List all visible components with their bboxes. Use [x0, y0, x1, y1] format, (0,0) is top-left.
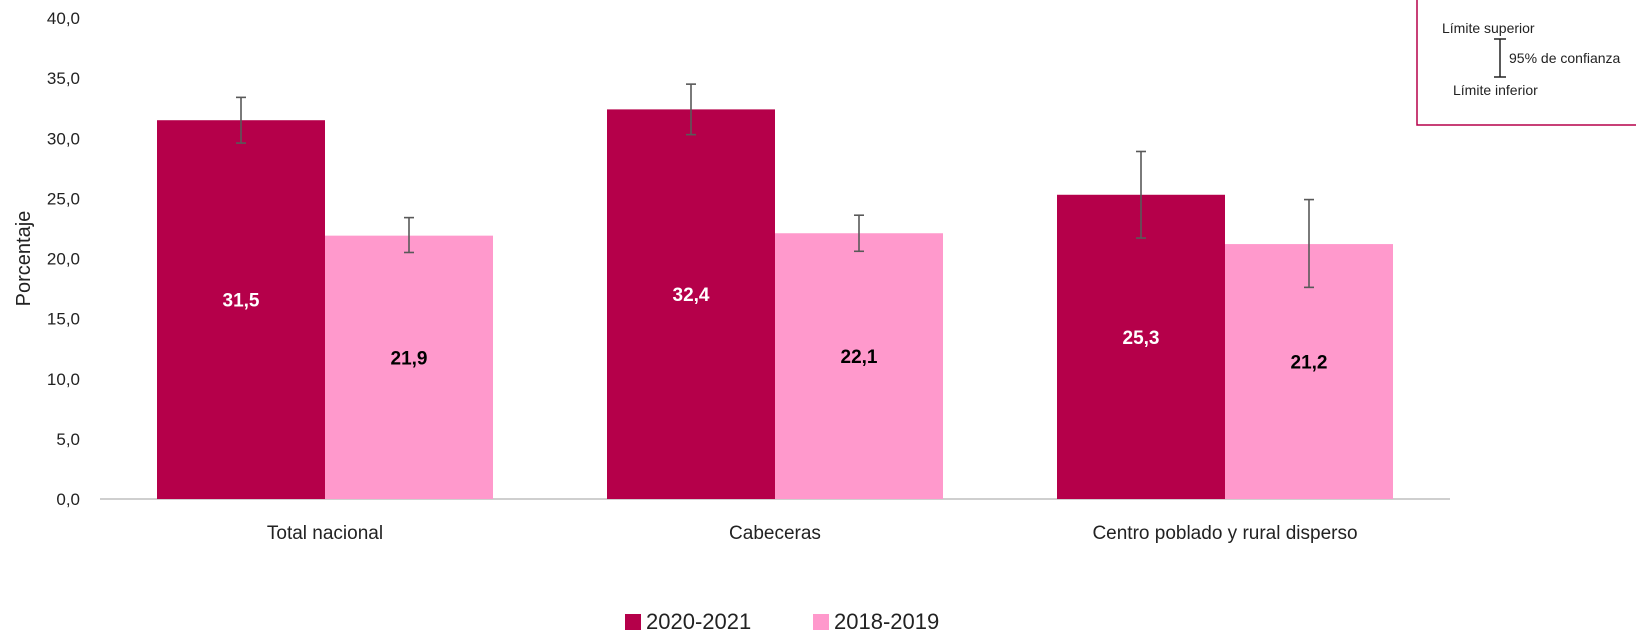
legend-swatch-2018-2019: [813, 614, 829, 630]
bar: [607, 109, 775, 499]
value-label: 21,2: [1291, 353, 1328, 374]
y-axis-title: Porcentaje: [13, 211, 35, 307]
ci-key-border: [1416, 0, 1636, 126]
ci-key-error-bar-icon: [1494, 38, 1506, 78]
error-bar: [236, 96, 246, 144]
value-label: 32,4: [673, 285, 710, 306]
value-label: 25,3: [1123, 328, 1160, 349]
bars: [157, 109, 1393, 500]
category-label: Total nacional: [267, 523, 383, 544]
error-bar: [1304, 198, 1314, 289]
category-labels: Total nacional Cabeceras Centro poblado y …: [267, 523, 1358, 544]
value-label: 31,5: [223, 291, 260, 312]
value-label: 21,9: [391, 348, 428, 369]
bar: [157, 120, 325, 500]
y-tick-label: 15,0: [47, 310, 80, 329]
y-tick-label: 25,0: [47, 189, 80, 208]
y-tick-label: 30,0: [47, 129, 80, 148]
y-tick-label: 0,0: [56, 490, 80, 509]
value-labels: 31,5 21,9 32,4 22,1 25,3 21,2: [223, 285, 1328, 373]
ci-key-upper-label: Límite superior: [1442, 20, 1535, 36]
legend-swatch-2020-2021: [625, 614, 641, 630]
ci-key-confidence-label: 95% de confianza: [1509, 50, 1621, 66]
bar: [1057, 194, 1225, 499]
y-tick-label: 5,0: [56, 430, 80, 449]
legend-label-2020-2021: 2020-2021: [646, 609, 751, 631]
confidence-interval-key: Límite superior 95% de confianza Límite …: [1416, 0, 1636, 126]
error-bars: [236, 83, 1314, 289]
y-axis-ticks: 0,0 5,0 10,0 15,0 20,0 25,0 30,0 35,0 40,0: [47, 9, 80, 509]
bar: [775, 233, 943, 499]
legend: 2020-2021 2018-2019: [625, 609, 939, 631]
y-tick-label: 35,0: [47, 69, 80, 88]
y-tick-label: 40,0: [47, 9, 80, 28]
category-label: Cabeceras: [729, 523, 821, 544]
ci-key-lower-label: Límite inferior: [1453, 82, 1538, 98]
category-label: Centro poblado y rural disperso: [1092, 523, 1357, 544]
y-tick-label: 20,0: [47, 250, 80, 269]
error-bar: [1136, 150, 1146, 239]
y-tick-label: 10,0: [47, 370, 80, 389]
bar: [325, 235, 493, 499]
legend-label-2018-2019: 2018-2019: [834, 609, 939, 631]
error-bar: [404, 216, 414, 254]
error-bar: [854, 214, 864, 253]
value-label: 22,1: [841, 347, 878, 368]
error-bar: [686, 83, 696, 136]
